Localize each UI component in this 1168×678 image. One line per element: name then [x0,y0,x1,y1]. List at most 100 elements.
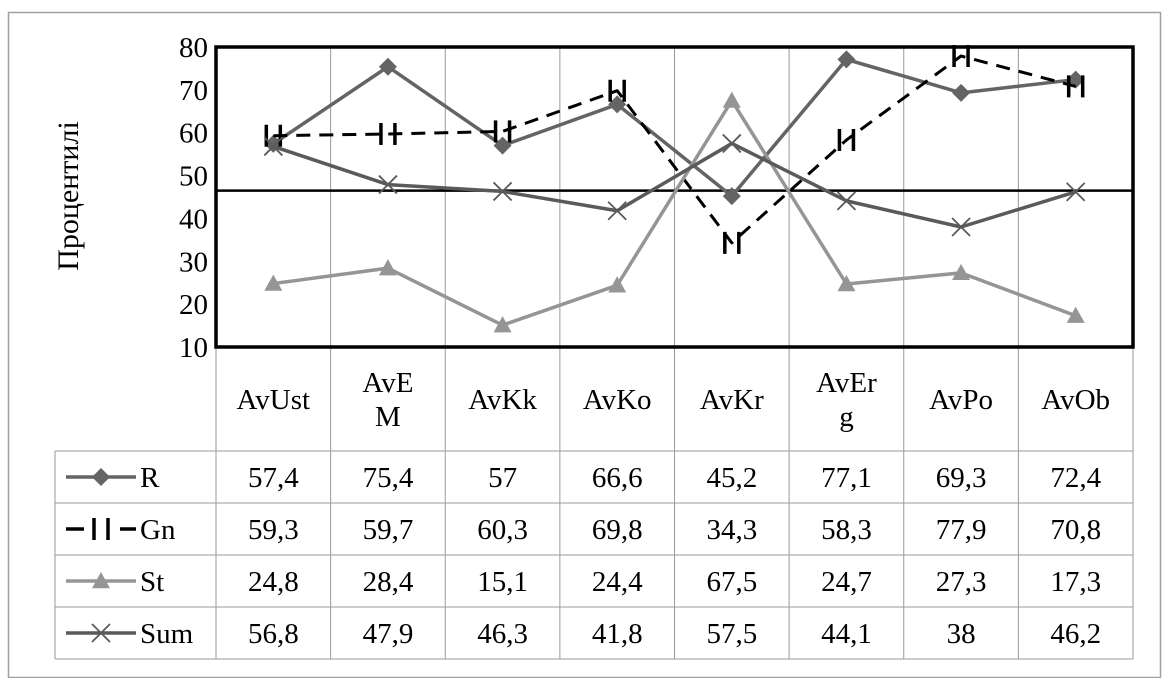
series-layer [263,45,1086,333]
data-label: 41,8 [592,618,643,650]
data-point-st [378,259,397,276]
data-point-gn [264,124,283,147]
data-label: 70,8 [1050,514,1101,546]
data-label: 38 [947,618,976,650]
data-point-gn [493,120,512,143]
data-point-gn [379,123,397,145]
y-tick-label: 70 [179,75,208,107]
series-r [264,50,1085,206]
data-label: 58,3 [821,514,872,546]
data-point-sum [263,136,283,157]
series-gn [264,45,1085,254]
table-row: St 24,8 28,4 15,1 24,4 67,5 24,7 27,3 17,3 [66,566,1101,598]
data-label: 57,4 [248,462,299,494]
data-label: 57 [488,462,517,494]
data-point-sum [836,191,857,211]
data-point-r [608,95,627,114]
data-label: 75,4 [363,462,414,494]
data-point-gn [608,79,626,102]
y-tick-label: 80 [179,32,208,64]
legend-marker-sum [91,623,111,643]
data-point-gn [837,129,856,151]
data-label: 44,1 [821,618,872,650]
data-label: 34,3 [706,514,757,546]
data-label: 28,4 [363,566,414,598]
data-point-gn [723,231,741,254]
data-point-gn [1066,75,1085,98]
category-label: AvKr [700,384,764,416]
data-label: 27,3 [936,566,987,598]
data-label: 24,4 [592,566,643,598]
data-point-sum [492,181,513,202]
data-point-st [837,275,856,292]
data-label: 59,3 [248,514,299,546]
legend-label: St [140,566,164,598]
y-tick-label: 50 [179,161,208,193]
series-sum [263,133,1086,237]
category-label: AvEr [816,367,877,399]
data-point-r [378,57,397,76]
legend-marker-gn [92,518,110,540]
data-label: 60,3 [477,514,528,546]
category-label: AvKk [468,384,537,416]
data-label: 77,1 [821,462,872,494]
y-tick-label: 60 [179,118,208,150]
data-point-r [493,136,512,155]
data-point-st [952,263,971,281]
data-label: 47,9 [363,618,414,650]
series-line-sum [272,141,1077,229]
y-axis-label: Процентилі [52,121,85,271]
data-point-sum [607,201,627,221]
data-label: 46,3 [477,618,528,650]
data-label: 56,8 [248,618,299,650]
data-label: 46,2 [1050,618,1101,650]
series-st [264,91,1085,333]
legend-marker-r [92,468,110,486]
data-point-r [952,83,971,102]
data-point-st [264,274,283,291]
table-row: Sum 56,8 47,9 46,3 41,8 57,5 44,1 38 46,2 [66,618,1101,650]
plot-area-border [214,45,1135,349]
data-label: 59,7 [363,514,414,546]
data-label: 57,5 [706,618,757,650]
legend-marker-st [92,572,110,589]
data-label: 17,3 [1050,566,1101,598]
category-label: g [839,401,854,433]
category-label: AvKo [583,384,652,416]
y-tick-label: 10 [179,332,208,364]
legend-label: R [140,462,160,494]
category-label: AvOb [1041,384,1110,416]
data-point-sum [1066,182,1086,202]
category-label: AvE [362,367,413,399]
legend-label: Gn [140,514,176,546]
data-table: R 57,4 75,4 57 66,6 45,2 77,1 69,3 72,4 Gn 59,3 59,… [66,462,1102,650]
data-point-st [1066,306,1085,323]
y-tick-labels: 10 20 30 40 50 60 70 80 [179,32,208,364]
category-label: AvPo [929,384,993,416]
y-tick-label: 40 [179,203,208,235]
data-point-sum [722,133,742,154]
data-label: 67,5 [706,566,757,598]
data-point-sum [378,174,398,195]
data-point-r [837,50,856,69]
data-label: 69,3 [936,462,987,494]
table-row: Gn 59,3 59,7 60,3 69,8 34,3 58,3 77,9 70,8 [66,514,1101,546]
data-point-st [493,316,512,333]
category-label: AvUst [237,384,311,416]
data-label: 45,2 [706,462,757,494]
data-label: 15,1 [477,566,528,598]
data-label: 24,8 [248,566,299,598]
data-point-sum [951,217,971,237]
data-point-r [722,187,741,206]
data-label: 77,9 [936,514,987,546]
series-line-st [273,98,1077,327]
table-row: R 57,4 75,4 57 66,6 45,2 77,1 69,3 72,4 [66,462,1102,494]
data-point-gn [952,45,970,67]
series-line-gn [273,54,1077,245]
data-label: 24,7 [821,566,872,598]
data-label: 69,8 [592,514,643,546]
data-point-st [722,91,741,108]
data-point-st [608,276,627,293]
